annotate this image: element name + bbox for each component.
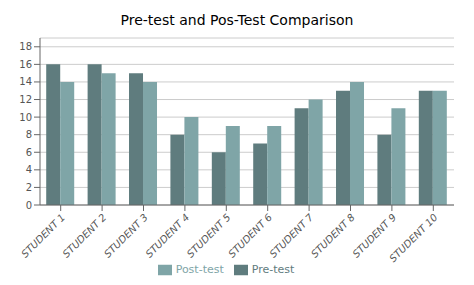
svg-text:12: 12 [19,94,32,105]
svg-text:18: 18 [19,41,32,52]
svg-text:6: 6 [26,147,32,158]
svg-text:4: 4 [26,164,32,175]
svg-text:14: 14 [19,76,32,87]
svg-text:16: 16 [19,59,32,70]
svg-text:STUDENT 10: STUDENT 10 [387,212,440,265]
html-text:Pre-test: Pre-test [251,263,295,276]
svg-text:STUDENT 2: STUDENT 2 [60,211,109,260]
svg-text:STUDENT 1: STUDENT 1 [19,211,68,260]
svg-text:STUDENT 5: STUDENT 5 [184,211,233,260]
svg-text:STUDENT 4: STUDENT 4 [143,211,192,260]
svg-text:8: 8 [26,129,32,140]
svg-text:STUDENT 3: STUDENT 3 [101,211,150,260]
svg-text:2: 2 [26,182,32,193]
svg-text:STUDENT 9: STUDENT 9 [350,211,399,260]
svg-text:STUDENT 7: STUDENT 7 [267,211,316,260]
html-text:Post-test: Post-test [175,263,224,276]
svg-text:STUDENT 6: STUDENT 6 [226,211,275,260]
html-text:Pre-test and Pos-Test Comparis: Pre-test and Pos-Test Comparison [120,12,354,28]
svg-text:10: 10 [19,112,32,123]
svg-text:0: 0 [26,200,32,211]
svg-text:STUDENT 8: STUDENT 8 [308,211,357,260]
